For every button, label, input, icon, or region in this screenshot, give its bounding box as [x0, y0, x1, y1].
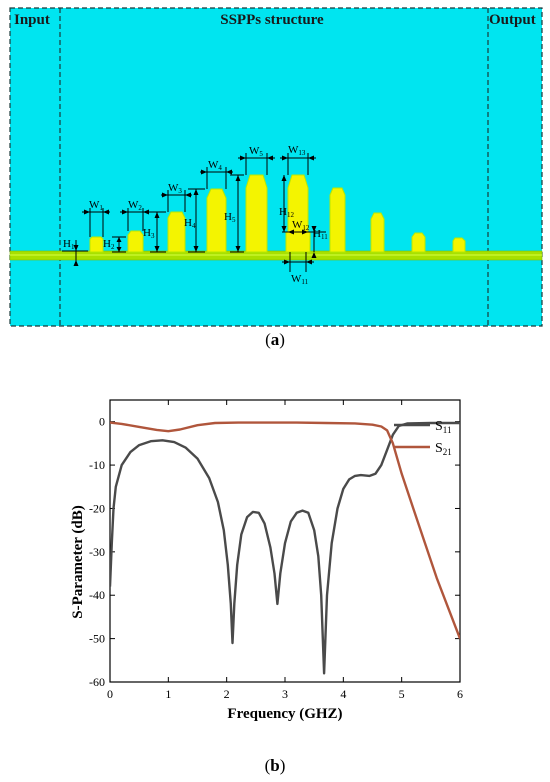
- y-axis-label: S-Parameter (dB): [70, 505, 86, 618]
- sspp-structure-diagram: Input SSPPs structure Output: [9, 7, 543, 327]
- stub-1: [89, 236, 104, 253]
- structure-label: SSPPs structure: [220, 12, 324, 28]
- outer-dashed-border: [9, 7, 543, 327]
- series-line-s11: [110, 421, 460, 675]
- stub-2: [127, 230, 144, 253]
- stub-group: [89, 174, 466, 253]
- chart-axes: 0 1 2 3 4 5 6 0 -10 -20 -30 -40 -50 -60: [89, 399, 463, 701]
- label-h11: H11: [313, 228, 328, 241]
- y-tick-label: -40: [89, 588, 105, 602]
- x-axis-label: Frequency (GHZ): [227, 706, 342, 722]
- label-w3: W3: [168, 182, 182, 195]
- stub-8: [370, 212, 385, 253]
- label-h12: H12: [279, 206, 294, 219]
- label-w1: W1: [89, 199, 103, 212]
- output-label: Output: [489, 12, 536, 28]
- label-h5: H5: [224, 211, 236, 224]
- label-w5: W5: [249, 145, 263, 158]
- stub-4: [206, 188, 227, 253]
- y-tick-label: -30: [89, 545, 105, 559]
- chart-series: [110, 421, 460, 675]
- arrowheads: [73, 155, 317, 266]
- dimension-label-group: W1 W2 W3 W4 W5 W13 H1 H2 H3 H4 H5 H12 W1…: [63, 144, 328, 286]
- x-tick-label: 5: [399, 687, 405, 701]
- x-tick-label: 1: [165, 687, 171, 701]
- y-tick-label: -20: [89, 501, 105, 515]
- label-h3: H3: [143, 227, 155, 240]
- stub-10: [452, 237, 466, 253]
- y-tick-label: -10: [89, 458, 105, 472]
- legend-label-s21: S21: [435, 441, 452, 457]
- caption-a-label: a: [270, 330, 280, 349]
- label-w12: W12: [292, 219, 310, 232]
- substrate: [10, 8, 542, 326]
- y-tick-label: 0: [99, 415, 105, 429]
- legend-label-s11: S11: [435, 419, 451, 435]
- caption-b-label: b: [270, 756, 280, 775]
- label-w11: W11: [291, 273, 309, 286]
- stub-9: [411, 232, 426, 253]
- label-h4: H4: [184, 217, 196, 230]
- x-tick-label: 3: [282, 687, 288, 701]
- y-tick-label: -60: [89, 675, 105, 689]
- stub-7: [329, 187, 346, 253]
- x-tick-label: 0: [107, 687, 113, 701]
- x-tick-label: 6: [457, 687, 463, 701]
- series-line-s21: [110, 421, 460, 640]
- stub-3: [167, 211, 186, 253]
- y-tick-label: -50: [89, 632, 105, 646]
- stub-5: [245, 174, 268, 253]
- label-h2: H2: [103, 238, 115, 251]
- label-h1: H1: [63, 238, 75, 251]
- caption-a: (a): [265, 330, 285, 349]
- label-w13: W13: [288, 144, 306, 157]
- x-tick-label: 4: [340, 687, 346, 701]
- label-w2: W2: [128, 199, 142, 212]
- caption-b: (b): [264, 756, 286, 775]
- label-w4: W4: [208, 159, 222, 172]
- x-tick-label: 2: [224, 687, 230, 701]
- input-label: Input: [14, 12, 50, 28]
